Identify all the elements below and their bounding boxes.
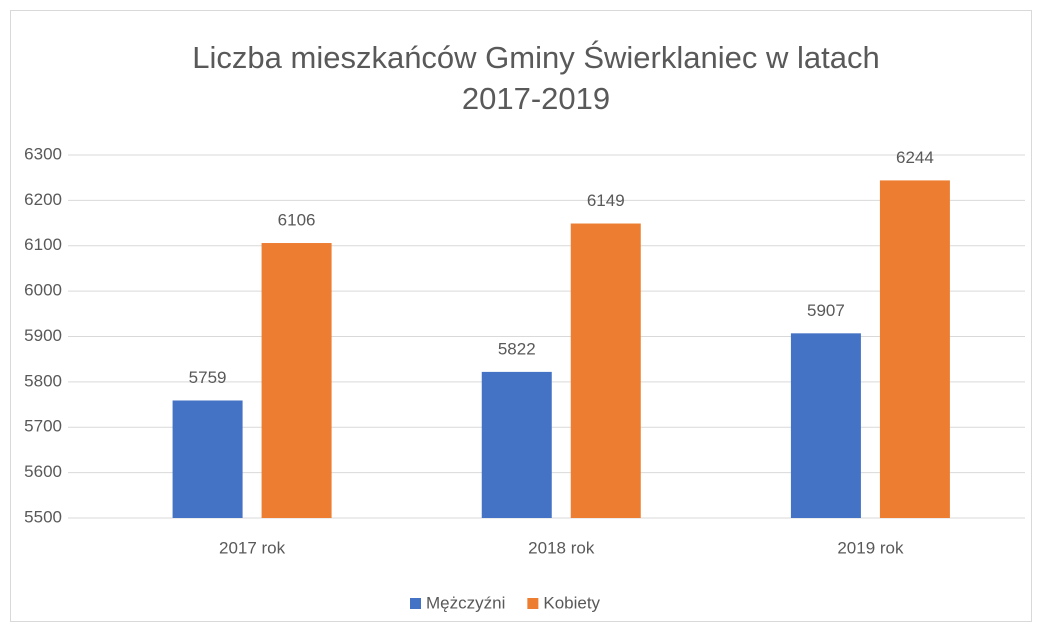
y-tick-label: 6100 bbox=[24, 235, 62, 254]
y-tick-label: 6000 bbox=[24, 281, 62, 300]
bar bbox=[570, 223, 641, 519]
y-tick-label: 6300 bbox=[24, 144, 62, 163]
bar bbox=[172, 400, 243, 518]
x-tick-label: 2017 rok bbox=[219, 538, 286, 557]
y-tick-label: 5500 bbox=[24, 507, 62, 526]
x-tick-label: 2019 rok bbox=[837, 538, 904, 557]
bar bbox=[790, 333, 861, 518]
y-tick-label: 5700 bbox=[24, 417, 62, 436]
legend-label: Mężczyźni bbox=[426, 593, 505, 612]
y-tick-label: 5800 bbox=[24, 371, 62, 390]
data-label: 5907 bbox=[807, 301, 845, 320]
data-label: 5822 bbox=[498, 339, 536, 358]
y-tick-label: 6200 bbox=[24, 190, 62, 209]
data-label: 6106 bbox=[278, 211, 316, 230]
x-tick-label: 2018 rok bbox=[528, 538, 595, 557]
y-tick-label: 5600 bbox=[24, 462, 62, 481]
chart-title: Liczba mieszkańców Gminy Świerklaniec w … bbox=[192, 39, 879, 75]
chart-frame bbox=[10, 10, 1032, 622]
legend-swatch bbox=[410, 598, 421, 609]
bar bbox=[879, 180, 950, 518]
legend-swatch bbox=[527, 598, 539, 609]
bar bbox=[481, 371, 552, 518]
data-label: 5759 bbox=[189, 368, 227, 387]
chart-title: 2017-2019 bbox=[462, 81, 610, 116]
legend-label: Kobiety bbox=[543, 593, 600, 612]
bar bbox=[261, 243, 332, 518]
data-label: 6149 bbox=[587, 191, 625, 210]
data-label: 6244 bbox=[896, 148, 934, 167]
y-tick-label: 5900 bbox=[24, 326, 62, 345]
